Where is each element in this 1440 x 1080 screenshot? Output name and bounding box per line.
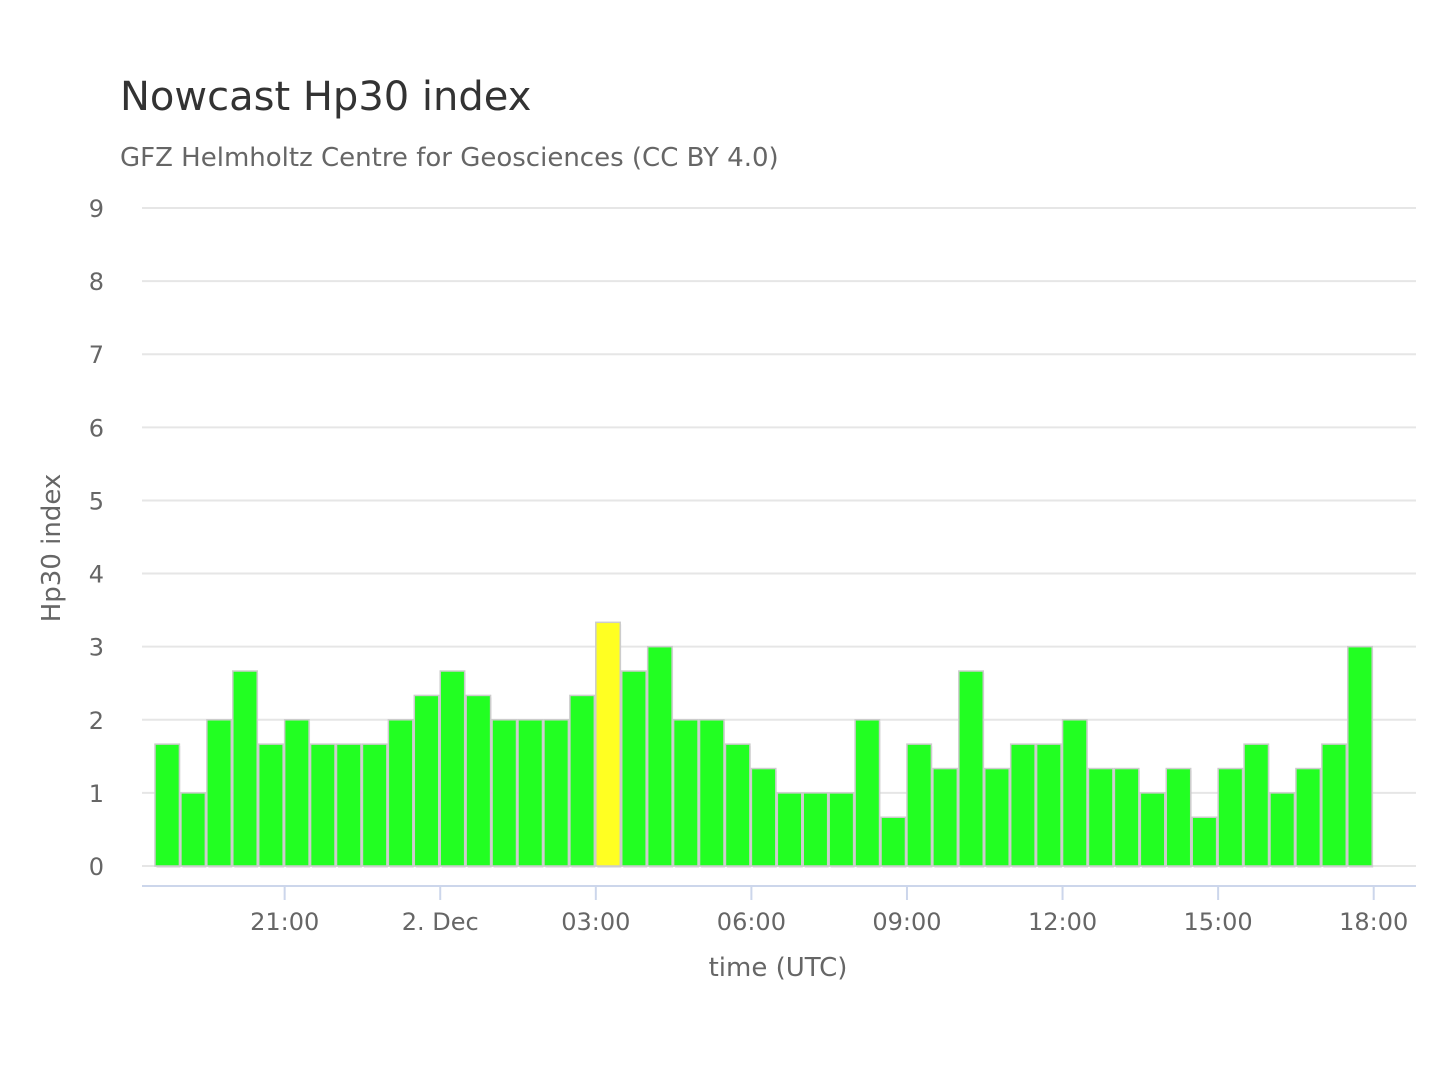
data-bar[interactable]: [880, 816, 907, 867]
data-bar[interactable]: [958, 670, 985, 867]
data-bar[interactable]: [1321, 743, 1348, 867]
y-tick-label: 1: [89, 780, 104, 808]
data-bar[interactable]: [180, 792, 207, 867]
data-bar[interactable]: [206, 719, 233, 867]
data-bar[interactable]: [1295, 767, 1322, 867]
data-bar[interactable]: [620, 670, 647, 867]
data-bar[interactable]: [439, 670, 466, 867]
chart-subtitle: GFZ Helmholtz Centre for Geosciences (CC…: [120, 143, 779, 173]
data-bar[interactable]: [932, 767, 959, 867]
data-bar[interactable]: [517, 719, 544, 867]
data-bar[interactable]: [854, 719, 881, 867]
y-tick-label: 5: [89, 487, 104, 515]
data-bar[interactable]: [672, 719, 699, 867]
data-bar[interactable]: [413, 694, 440, 867]
x-tick-label: 21:00: [250, 908, 319, 936]
data-bar[interactable]: [984, 767, 1010, 867]
chart-title: Nowcast Hp30 index: [120, 74, 532, 120]
data-bar[interactable]: [1035, 743, 1062, 867]
data-bar[interactable]: [309, 743, 336, 867]
x-tick-label: 15:00: [1184, 908, 1253, 936]
y-tick-label: 9: [89, 195, 104, 223]
y-tick-label: 4: [89, 561, 104, 589]
data-bar[interactable]: [828, 792, 855, 867]
x-tick-label: 09:00: [872, 908, 941, 936]
y-tick-label: 3: [89, 634, 104, 662]
data-bar[interactable]: [465, 694, 492, 867]
data-bar[interactable]: [154, 743, 181, 867]
y-tick-label: 0: [89, 853, 104, 881]
bars: [154, 621, 1374, 868]
data-bar[interactable]: [283, 719, 310, 867]
grid-lines: [142, 207, 1416, 867]
axes: 0 1 2 3 4 5 6 7 8 9 21:00 2. Dec 03:00 06:00 09:00 12:0…: [89, 195, 1416, 936]
data-bar[interactable]: [776, 792, 803, 867]
x-tick-label: 2. Dec: [402, 908, 479, 936]
data-bar[interactable]: [1113, 767, 1140, 867]
data-bar[interactable]: [1087, 767, 1114, 867]
data-bar[interactable]: [724, 743, 751, 867]
y-axis-title: Hp30 index: [37, 474, 67, 623]
data-bar[interactable]: [750, 767, 777, 867]
data-bar[interactable]: [1217, 767, 1244, 867]
y-tick-label: 7: [89, 341, 104, 369]
data-bar[interactable]: [361, 743, 388, 867]
x-tick-label: 18:00: [1339, 908, 1408, 936]
data-bar[interactable]: [1269, 792, 1296, 867]
x-axis-title: time (UTC): [709, 953, 848, 983]
data-bar[interactable]: [595, 621, 621, 867]
y-tick-label: 6: [89, 414, 104, 442]
y-tick-label: 2: [89, 707, 104, 735]
data-bar[interactable]: [1009, 743, 1036, 867]
y-tick-label: 8: [89, 268, 104, 296]
data-bar[interactable]: [802, 792, 829, 867]
data-bar[interactable]: [1347, 645, 1373, 867]
data-bar[interactable]: [257, 743, 284, 867]
data-bar[interactable]: [232, 670, 258, 867]
x-tick-label: 12:00: [1028, 908, 1097, 936]
data-bar[interactable]: [387, 719, 414, 867]
data-bar[interactable]: [1191, 816, 1218, 867]
data-bar[interactable]: [335, 743, 362, 867]
data-bar[interactable]: [646, 645, 673, 867]
data-bar[interactable]: [491, 719, 518, 867]
x-tick-label: 03:00: [561, 908, 630, 936]
data-bar[interactable]: [1243, 743, 1270, 867]
data-bar[interactable]: [1061, 719, 1088, 867]
x-tick-label: 06:00: [717, 908, 786, 936]
data-bar[interactable]: [569, 694, 596, 867]
data-bar[interactable]: [698, 719, 725, 867]
data-bar[interactable]: [1165, 767, 1192, 867]
data-bar[interactable]: [906, 743, 933, 867]
data-bar[interactable]: [1139, 792, 1166, 867]
data-bar[interactable]: [543, 719, 570, 867]
